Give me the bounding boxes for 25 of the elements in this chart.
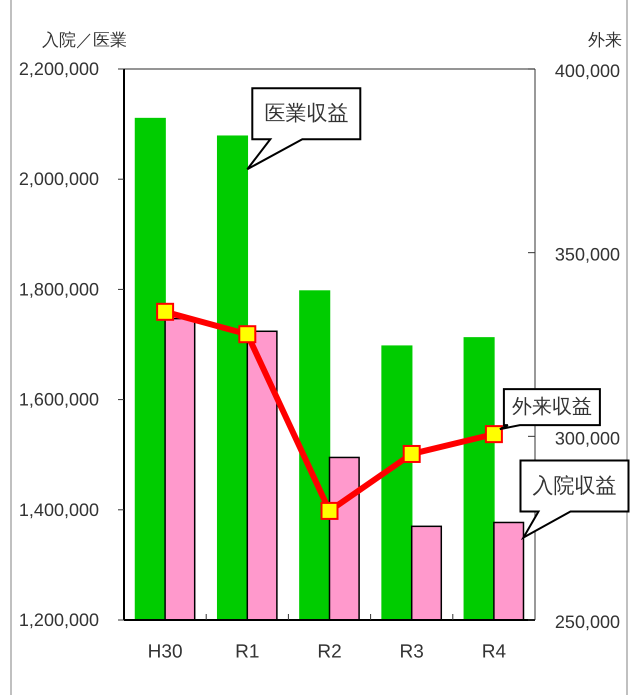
series-label: 入院収益 [532,474,616,498]
x-tick-label: R4 [482,642,506,662]
y-tick-label: 2,000,000 [18,169,99,190]
point [156,302,174,321]
y-tick-label: 1,600,000 [18,390,99,410]
point [402,444,421,463]
y2-tick-label: 300,000 [554,428,620,448]
x-tick-label: H30 [148,642,183,662]
x-tick-label: R3 [400,642,424,662]
point [484,425,503,444]
y-tick-label: 2,200,000 [18,59,99,79]
y-tick-label: 1,800,000 [18,279,99,300]
y2-tick-label: 400,000 [554,61,620,81]
point [320,502,338,520]
x-tick-label: R1 [235,642,260,662]
series-label: 医業収益 [264,102,348,126]
y-axis-title: 入院／医業 [42,30,127,50]
y2-tick-label: 350,000 [554,244,620,265]
point [238,325,256,344]
series-label: 外来収益 [512,396,592,418]
x-tick-label: R2 [317,642,342,662]
y2-tick-label: 250,000 [554,612,620,632]
y-tick-label: 1,400,000 [18,500,99,520]
y2-axis-title: 外来 [588,30,622,50]
y-tick-label: 1,200,000 [18,610,99,630]
